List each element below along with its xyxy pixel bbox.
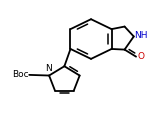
Text: N: N [45, 64, 52, 73]
Text: NH: NH [134, 31, 148, 40]
Text: O: O [137, 52, 144, 61]
Text: Boc: Boc [12, 70, 28, 79]
